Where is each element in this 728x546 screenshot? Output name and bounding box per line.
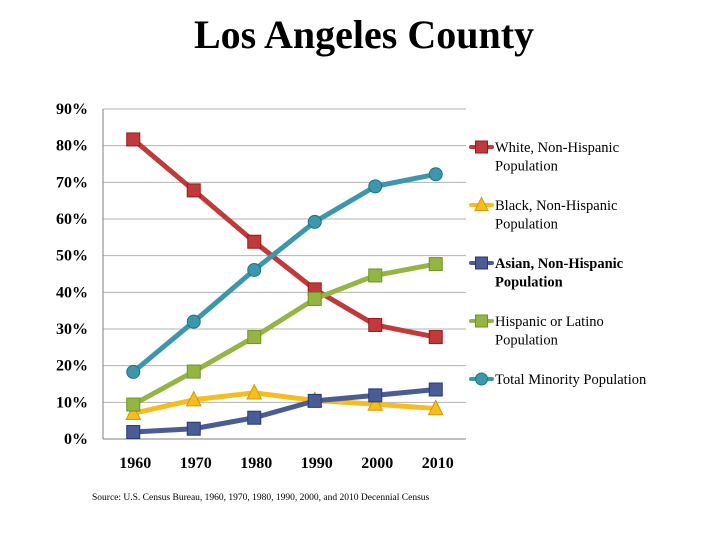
y-tick-label: 50%: [56, 248, 88, 265]
data-point: [367, 394, 384, 411]
series-3: [126, 382, 443, 440]
data-point: [307, 291, 322, 306]
data-point: [186, 364, 201, 379]
data-point: [427, 399, 444, 416]
data-point: [428, 167, 443, 182]
data-point: [428, 257, 443, 272]
data-point: [185, 390, 202, 407]
data-point: [247, 262, 262, 277]
y-tick-label: 70%: [56, 174, 88, 191]
legend-marker: [475, 372, 488, 386]
series-line: [130, 390, 439, 416]
data-point: [126, 425, 141, 440]
data-point: [368, 317, 383, 332]
x-tick-label: 1980: [240, 455, 272, 472]
series-group: [125, 132, 444, 440]
data-point: [247, 234, 262, 249]
legend-entry: Black, Non-Hispanic Population: [469, 196, 617, 233]
legend-marker: [475, 140, 488, 154]
series-4: [126, 257, 443, 412]
y-tick-label: 40%: [56, 284, 88, 301]
legend-label: Population: [495, 217, 559, 233]
data-point: [428, 382, 443, 397]
x-tick-label: 2010: [422, 455, 454, 472]
series-line: [130, 261, 439, 408]
y-tick-label: 20%: [56, 358, 88, 375]
series-1: [126, 132, 443, 345]
data-point: [368, 388, 383, 403]
data-point: [126, 364, 141, 379]
y-tick-label: 0%: [64, 431, 88, 448]
series-line: [130, 171, 439, 375]
data-point: [368, 268, 383, 283]
x-tick-label: 2000: [361, 455, 393, 472]
legend-label: Population: [495, 275, 563, 291]
series-2: [125, 383, 444, 420]
y-tick-label: 80%: [56, 138, 88, 155]
x-tick-label: 1970: [180, 455, 212, 472]
series-line: [130, 387, 439, 435]
data-point: [307, 214, 322, 229]
data-point: [307, 393, 322, 408]
legend-label: Black, Non-Hispanic: [495, 198, 617, 214]
legend-label: Population: [495, 159, 559, 175]
x-tick-label: 1990: [301, 455, 333, 472]
data-point: [186, 183, 201, 198]
legend-marker: [475, 256, 488, 270]
chart-title: Los Angeles County: [194, 12, 534, 57]
data-point: [247, 330, 262, 345]
data-point: [125, 404, 142, 420]
data-point: [246, 383, 263, 400]
legend-label: Asian, Non-Hispanic: [495, 256, 624, 272]
data-point: [247, 410, 262, 425]
source-note: Source: U.S. Census Bureau, 1960, 1970, …: [92, 493, 430, 503]
legend-label: White, Non-Hispanic: [495, 140, 619, 156]
legend-entry: White, Non-Hispanic Population: [469, 140, 619, 175]
legend-label: Total Minority Population: [495, 372, 647, 388]
legend-marker: [475, 314, 488, 328]
legend-entry: Hispanic or Latino Population: [469, 314, 604, 349]
y-tick-label: 90%: [56, 101, 88, 118]
series-line: [130, 136, 439, 340]
axes: 0% 10% 20% 30% 40% 50% 60% 70% 80% 90% 1960 1970 198…: [56, 101, 466, 472]
y-tick-label: 30%: [56, 321, 88, 338]
gridlines: [103, 108, 466, 403]
y-tick-label: 60%: [56, 211, 88, 228]
legend-marker: [474, 196, 489, 212]
series-5: [126, 167, 443, 379]
y-tick-label: 10%: [56, 394, 88, 411]
legend-label: Population: [495, 333, 559, 349]
data-point: [368, 179, 383, 194]
x-tick-label: 1960: [119, 455, 151, 472]
data-point: [428, 330, 443, 345]
data-point: [186, 421, 201, 436]
data-point: [126, 397, 141, 412]
legend-entry: Total Minority Population: [469, 372, 647, 388]
legend-label: Hispanic or Latino: [495, 314, 604, 330]
legend-entry: Asian, Non-Hispanic Population: [469, 256, 624, 291]
data-point: [126, 132, 141, 147]
data-point: [186, 314, 201, 329]
